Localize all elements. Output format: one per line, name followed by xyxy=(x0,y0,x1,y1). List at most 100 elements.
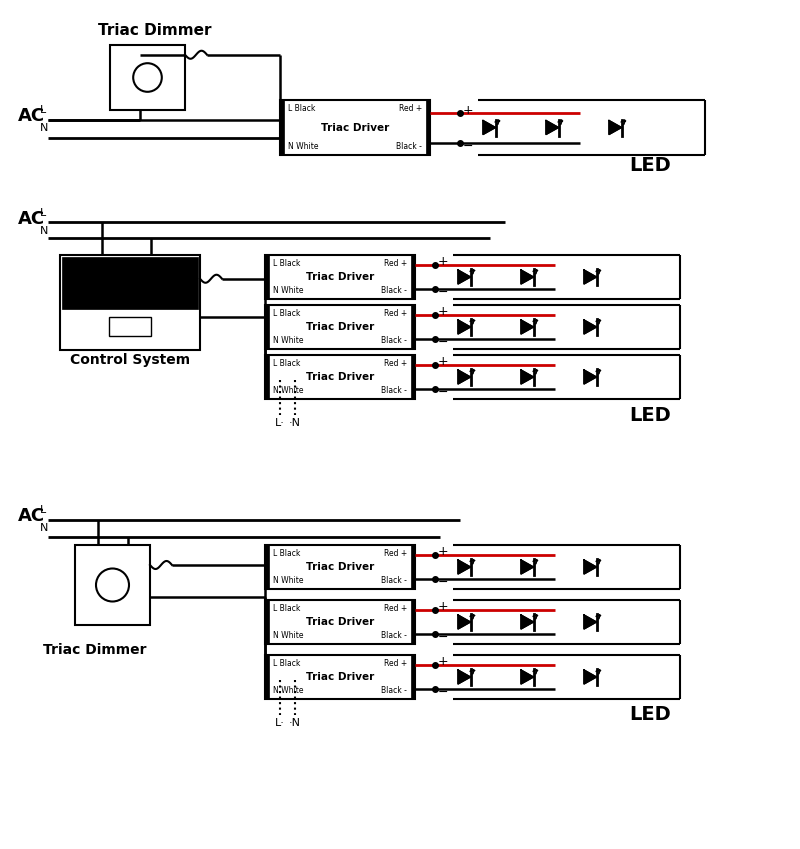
Text: Black -: Black - xyxy=(381,286,407,295)
Text: −: − xyxy=(438,336,449,349)
Text: Triac Dimmer: Triac Dimmer xyxy=(43,643,146,657)
Text: L Black: L Black xyxy=(273,259,300,268)
Text: N White: N White xyxy=(273,336,303,345)
Bar xyxy=(265,545,415,589)
Bar xyxy=(411,655,415,699)
Text: Triac Driver: Triac Driver xyxy=(306,617,374,627)
Text: AC: AC xyxy=(18,107,45,125)
Text: +: + xyxy=(438,600,449,613)
Polygon shape xyxy=(584,560,597,574)
Text: LED: LED xyxy=(629,155,671,175)
Text: Black -: Black - xyxy=(396,142,422,151)
Polygon shape xyxy=(458,320,470,334)
Text: LED: LED xyxy=(629,706,671,724)
Text: L: L xyxy=(40,208,46,218)
Text: N White: N White xyxy=(273,286,303,295)
Bar xyxy=(265,655,269,699)
Text: L Black: L Black xyxy=(288,104,315,113)
Text: Black -: Black - xyxy=(381,686,407,695)
Bar xyxy=(411,305,415,349)
Text: AC: AC xyxy=(18,507,45,525)
Text: +: + xyxy=(438,305,449,318)
Bar xyxy=(265,655,415,699)
Text: Red +: Red + xyxy=(398,104,422,113)
Bar xyxy=(265,355,415,399)
Bar xyxy=(265,355,269,399)
Text: Black -: Black - xyxy=(381,576,407,585)
Text: Triac Driver: Triac Driver xyxy=(306,322,374,332)
Text: +: + xyxy=(438,655,449,668)
Polygon shape xyxy=(584,270,597,284)
Text: +: + xyxy=(438,256,449,268)
Text: Triac Driver: Triac Driver xyxy=(306,272,374,282)
Polygon shape xyxy=(483,121,495,134)
Text: N White: N White xyxy=(273,686,303,695)
Bar xyxy=(265,600,415,644)
Polygon shape xyxy=(584,320,597,334)
Bar xyxy=(411,600,415,644)
Text: −: − xyxy=(438,631,449,644)
Text: Red +: Red + xyxy=(384,659,407,668)
Text: L Black: L Black xyxy=(273,359,300,368)
Bar xyxy=(109,317,151,335)
Polygon shape xyxy=(584,670,597,684)
Polygon shape xyxy=(584,370,597,384)
Text: LED: LED xyxy=(629,406,671,424)
Text: Red +: Red + xyxy=(384,549,407,558)
Polygon shape xyxy=(521,370,534,384)
Bar xyxy=(411,545,415,589)
Polygon shape xyxy=(458,270,470,284)
Polygon shape xyxy=(521,270,534,284)
Text: N White: N White xyxy=(273,386,303,395)
Text: Red +: Red + xyxy=(384,604,407,613)
Text: Triac Driver: Triac Driver xyxy=(321,122,389,132)
Polygon shape xyxy=(546,121,558,134)
Text: AC: AC xyxy=(18,210,45,228)
Text: Triac Driver: Triac Driver xyxy=(306,672,374,682)
Text: L·: L· xyxy=(275,718,285,728)
Bar xyxy=(280,100,284,155)
Bar xyxy=(411,355,415,399)
Text: L Black: L Black xyxy=(273,659,300,668)
Text: +: + xyxy=(438,355,449,368)
Text: Black -: Black - xyxy=(381,336,407,345)
Bar xyxy=(265,255,415,299)
Text: ·N: ·N xyxy=(289,418,301,428)
Polygon shape xyxy=(458,670,470,684)
Bar xyxy=(60,255,200,350)
Text: −: − xyxy=(438,385,449,399)
Text: L: L xyxy=(40,505,46,515)
Text: L·: L· xyxy=(275,418,285,428)
Bar xyxy=(426,100,430,155)
Text: L Black: L Black xyxy=(273,604,300,613)
Text: −: − xyxy=(438,686,449,699)
Text: Red +: Red + xyxy=(384,359,407,368)
Bar xyxy=(411,255,415,299)
Polygon shape xyxy=(521,670,534,684)
Bar xyxy=(280,100,430,155)
Text: +: + xyxy=(463,104,474,116)
Text: N White: N White xyxy=(273,576,303,585)
Polygon shape xyxy=(521,320,534,334)
Text: Triac Driver: Triac Driver xyxy=(306,562,374,572)
Text: N: N xyxy=(40,123,48,133)
Polygon shape xyxy=(521,560,534,574)
Text: −: − xyxy=(438,576,449,589)
Text: Red +: Red + xyxy=(384,259,407,268)
Bar xyxy=(265,305,415,349)
Bar xyxy=(265,255,269,299)
Text: L Black: L Black xyxy=(273,549,300,558)
Bar xyxy=(265,305,269,349)
Text: −: − xyxy=(438,286,449,299)
Text: −: − xyxy=(463,139,474,153)
Text: +: + xyxy=(438,545,449,558)
Polygon shape xyxy=(584,615,597,629)
Bar xyxy=(110,45,185,110)
Text: Black -: Black - xyxy=(381,386,407,395)
Text: Control System: Control System xyxy=(70,353,190,367)
Text: L Black: L Black xyxy=(273,309,300,318)
Polygon shape xyxy=(458,370,470,384)
Text: ·N: ·N xyxy=(289,718,301,728)
Text: Red +: Red + xyxy=(384,309,407,318)
Text: Black -: Black - xyxy=(381,631,407,640)
